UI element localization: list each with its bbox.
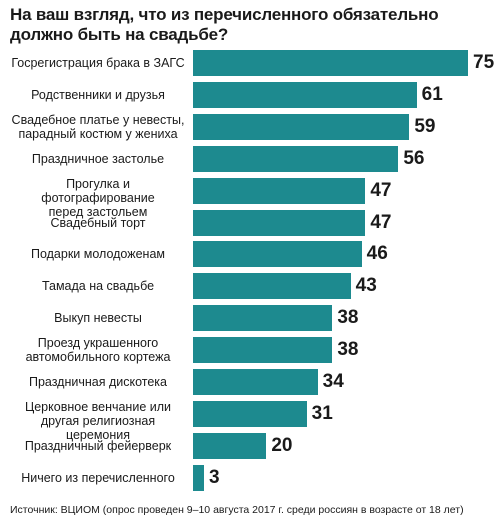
- bar: [193, 305, 333, 332]
- bar: [193, 50, 468, 76]
- category-label: Проезд украшенного автомобильного кортеж…: [25, 336, 171, 365]
- category-label: Праздничное застолье: [31, 151, 165, 166]
- bar: [193, 241, 362, 268]
- value-label: 38: [337, 339, 359, 361]
- value-label: 61: [421, 83, 443, 105]
- value-label: 38: [337, 307, 359, 329]
- bar: [193, 369, 318, 395]
- bar: [193, 337, 333, 364]
- category-label: Праздничный фейерверк: [24, 438, 172, 453]
- bar: [193, 209, 366, 236]
- chart-title: На ваш взгляд, что из перечисленного обя…: [10, 5, 439, 44]
- value-label: 34: [322, 371, 344, 392]
- value-label: 46: [366, 243, 388, 265]
- category-label: Свадебный торт: [50, 215, 146, 230]
- bar: [193, 145, 399, 172]
- value-label: 3: [209, 466, 220, 488]
- category-label: Праздничная дискотека: [28, 375, 168, 389]
- category-label: Церковное венчание или другая религиозна…: [24, 399, 172, 442]
- bar: [193, 400, 307, 427]
- category-label: Родственники и друзья: [31, 87, 165, 102]
- category-label: Выкуп невесты: [54, 311, 142, 326]
- category-label: Ничего из перечисленного: [21, 470, 175, 485]
- value-label: 75: [473, 52, 495, 73]
- value-label: 56: [403, 147, 425, 169]
- category-label: Свадебное платье у невесты, парадный кос…: [11, 112, 185, 141]
- bar: [193, 81, 417, 108]
- value-label: 47: [370, 179, 392, 201]
- bar: [193, 177, 366, 204]
- value-label: 20: [271, 434, 293, 456]
- bar: [193, 432, 267, 459]
- category-label: Подарки молодоженам: [30, 247, 166, 262]
- bar: [193, 464, 204, 491]
- value-label: 47: [370, 211, 392, 233]
- value-label: 31: [311, 402, 333, 424]
- category-label: Госрегистрация брака в ЗАГС: [11, 56, 185, 70]
- bar: [193, 273, 351, 300]
- category-label: Прогулка и фотографирование перед застол…: [41, 176, 155, 219]
- category-label: Тамада на свадьбе: [41, 279, 155, 294]
- source-note: Источник: ВЦИОМ (опрос проведен 9–10 авг…: [10, 504, 464, 516]
- bar: [193, 113, 410, 140]
- value-label: 59: [414, 115, 436, 137]
- value-label: 43: [355, 275, 377, 297]
